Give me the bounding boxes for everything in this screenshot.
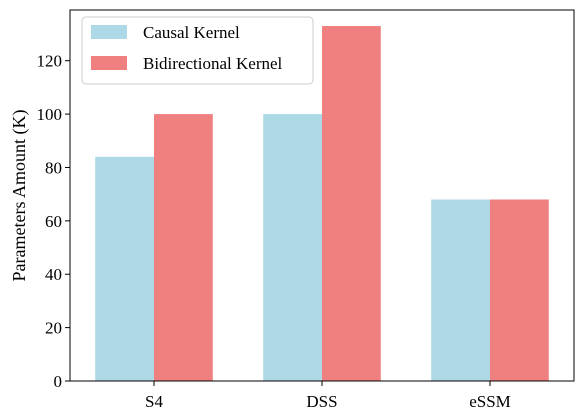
y-tick-label: 100	[37, 105, 63, 124]
y-tick-label: 120	[37, 52, 63, 71]
legend-swatch-bidirectional-kernel	[91, 56, 127, 70]
bar-s4-bidirectional-kernel	[154, 114, 213, 381]
y-tick-label: 40	[45, 265, 62, 284]
y-tick-label: 20	[45, 319, 62, 338]
bars-layer	[95, 26, 549, 381]
y-tick-label: 60	[45, 212, 62, 231]
legend-label-bidirectional-kernel: Bidirectional Kernel	[143, 54, 283, 73]
x-ticks: S4 DSS eSSM	[145, 381, 511, 411]
y-tick-label: 0	[54, 372, 63, 391]
legend-swatch-causal-kernel	[91, 25, 127, 39]
x-tick-label: S4	[145, 392, 163, 411]
legend: Causal Kernel Bidirectional Kernel	[81, 16, 314, 85]
legend-label-causal-kernel: Causal Kernel	[143, 23, 240, 42]
legend-box	[81, 16, 314, 85]
y-axis-label: Parameters Amount (K)	[9, 110, 30, 282]
y-ticks: 0 20 40 60 80 100 120	[37, 52, 70, 391]
bar-essm-bidirectional-kernel	[490, 199, 549, 381]
bar-s4-causal-kernel	[95, 156, 154, 381]
x-tick-label: eSSM	[469, 392, 511, 411]
bar-dss-bidirectional-kernel	[322, 26, 381, 381]
bar-essm-causal-kernel	[431, 199, 490, 381]
y-tick-label: 80	[45, 158, 62, 177]
x-tick-label: DSS	[306, 392, 337, 411]
bar-dss-causal-kernel	[263, 114, 322, 381]
